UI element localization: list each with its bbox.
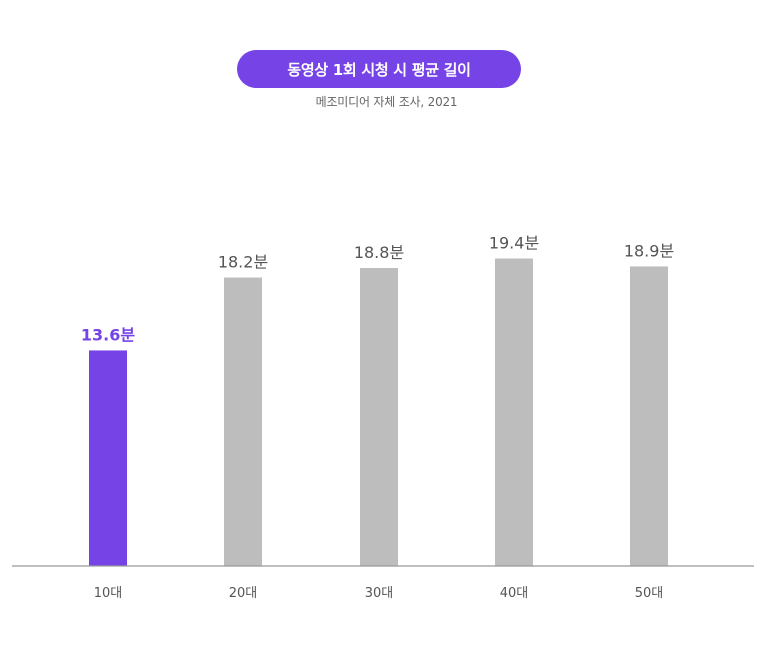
x-tick-labels-group: 10대 20대 30대 40대 50대 — [94, 586, 664, 601]
value-labels-group: 13.6분 18.2분 18.8분 19.4분 18.9분 — [81, 234, 674, 345]
value-label-20대: 18.2분 — [218, 253, 268, 272]
x-tick-label-30대: 30대 — [365, 586, 394, 601]
chart-title: 동영상 1회 시청 시 평균 길이 — [237, 50, 521, 88]
x-tick-label-40대: 40대 — [500, 586, 529, 601]
value-label-10대: 13.6분 — [81, 325, 135, 344]
value-label-30대: 18.8분 — [354, 243, 404, 262]
x-tick-label-20대: 20대 — [229, 586, 258, 601]
bar-50대 — [630, 266, 668, 566]
chart-subtitle: 메조미디어 자체 조사, 2021 — [315, 95, 458, 109]
bar-30대 — [360, 268, 398, 566]
x-tick-label-50대: 50대 — [635, 586, 664, 601]
value-label-50대: 18.9분 — [624, 241, 674, 260]
x-tick-label-10대: 10대 — [94, 586, 123, 601]
value-label-40대: 19.4분 — [489, 234, 539, 253]
bar-20대 — [224, 277, 262, 566]
bar-40대 — [495, 258, 533, 566]
bars-group — [89, 258, 668, 566]
bar-10대 — [89, 350, 127, 566]
